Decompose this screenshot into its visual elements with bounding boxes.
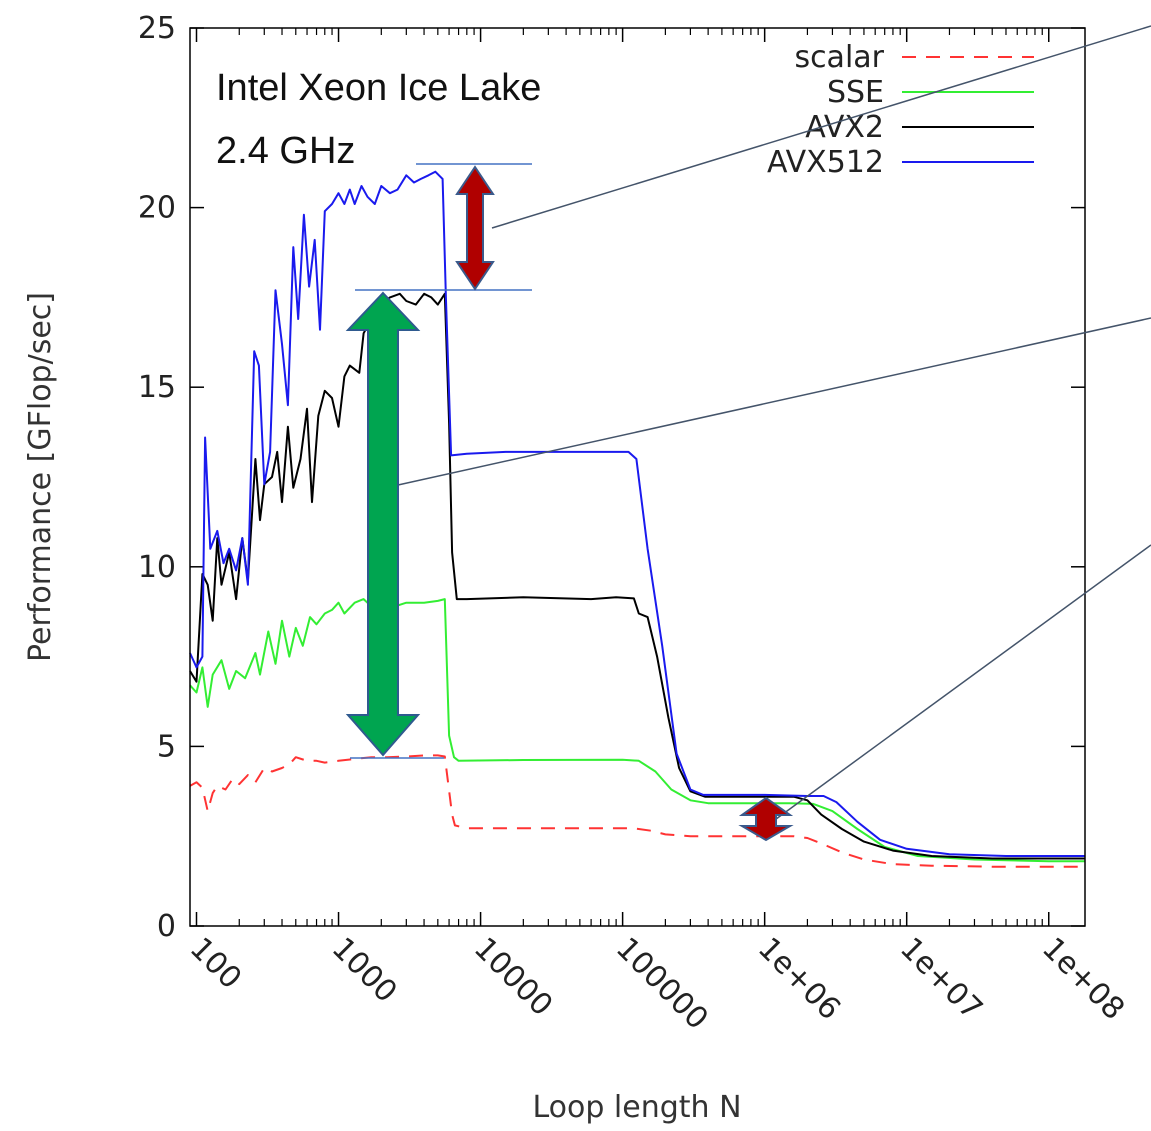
annotation-line-1: Intel Xeon Ice Lake	[216, 67, 541, 109]
legend-label-sse: SSE	[827, 75, 884, 110]
y-tick-label: 20	[138, 191, 176, 226]
gap-arrow-memory-bound	[738, 796, 794, 842]
x-tick-label: 100000	[609, 931, 715, 1037]
legend-label-avx2: AVX2	[805, 110, 884, 145]
x-tick-label: 100	[183, 931, 248, 996]
legend-label-avx512: AVX512	[767, 145, 884, 180]
y-tick-label: 25	[138, 11, 176, 46]
y-tick-label: 15	[138, 370, 176, 405]
plot-area	[190, 28, 1085, 926]
legend-label-scalar: scalar	[794, 40, 884, 75]
x-tick-label: 1e+08	[1035, 931, 1131, 1027]
series-line-avx2	[189, 292, 1085, 860]
y-tick-label: 10	[138, 550, 176, 585]
gap-arrow-avx2-vs-scalar	[345, 291, 421, 757]
gap-arrow-avx512-vs-avx2	[455, 165, 495, 291]
callout-line-bottom	[771, 544, 1151, 823]
x-tick-label: 1e+07	[893, 931, 989, 1027]
annotation-line-2: 2.4 GHz	[216, 130, 355, 172]
series-line-avx512	[189, 170, 1085, 857]
gap-markers	[345, 25, 1151, 842]
callout-line-top	[491, 25, 1151, 229]
y-tick-label: 0	[157, 909, 176, 944]
plot-frame	[189, 27, 1086, 927]
y-tick-label: 5	[157, 729, 176, 764]
x-tick-label: 1e+06	[751, 931, 847, 1027]
x-minor-ticks	[238, 28, 1043, 926]
x-tick-label: 10000	[467, 931, 559, 1023]
chip-annotation: Intel Xeon Ice Lake 2.4 GHz	[216, 67, 541, 172]
callout-line-middle	[397, 317, 1151, 486]
y-axis-label: Performance [GFlop/sec]	[23, 292, 58, 662]
x-axis-label: Loop length N	[532, 1090, 741, 1125]
x-tick-label: 1000	[325, 931, 404, 1010]
